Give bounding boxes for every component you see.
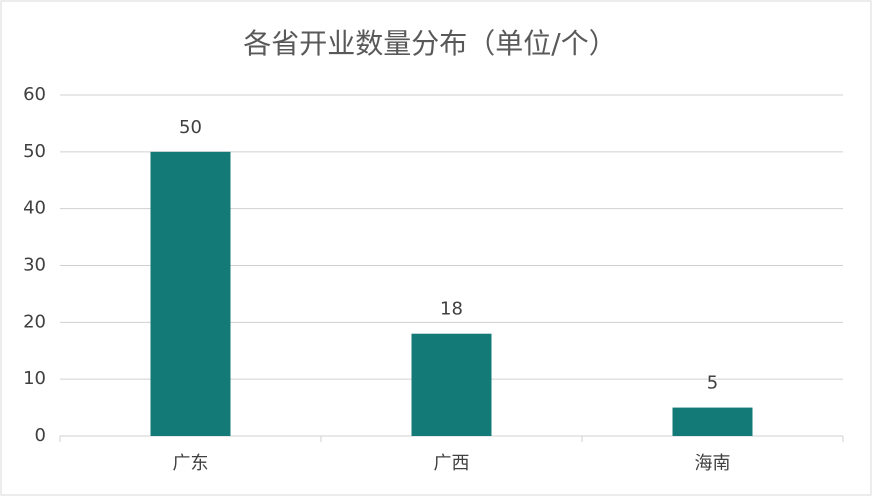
- y-tick-label: 10: [23, 368, 46, 389]
- data-label: 18: [440, 299, 463, 320]
- x-tick-label: 广东: [173, 453, 209, 474]
- data-label: 5: [707, 373, 718, 394]
- y-tick-label: 20: [23, 311, 46, 332]
- y-tick-label: 60: [23, 84, 46, 105]
- x-tick-label: 海南: [695, 453, 731, 474]
- data-label: 50: [179, 117, 202, 138]
- x-tick-label: 广西: [434, 453, 470, 474]
- bar: [672, 407, 753, 436]
- bar: [411, 333, 492, 436]
- bar: [150, 151, 231, 437]
- chart-title: 各省开业数量分布（单位/个）: [243, 27, 616, 60]
- y-tick-label: 50: [23, 141, 46, 162]
- y-tick-label: 40: [23, 198, 46, 219]
- y-tick-label: 30: [23, 255, 46, 276]
- y-tick-label: 0: [35, 425, 46, 446]
